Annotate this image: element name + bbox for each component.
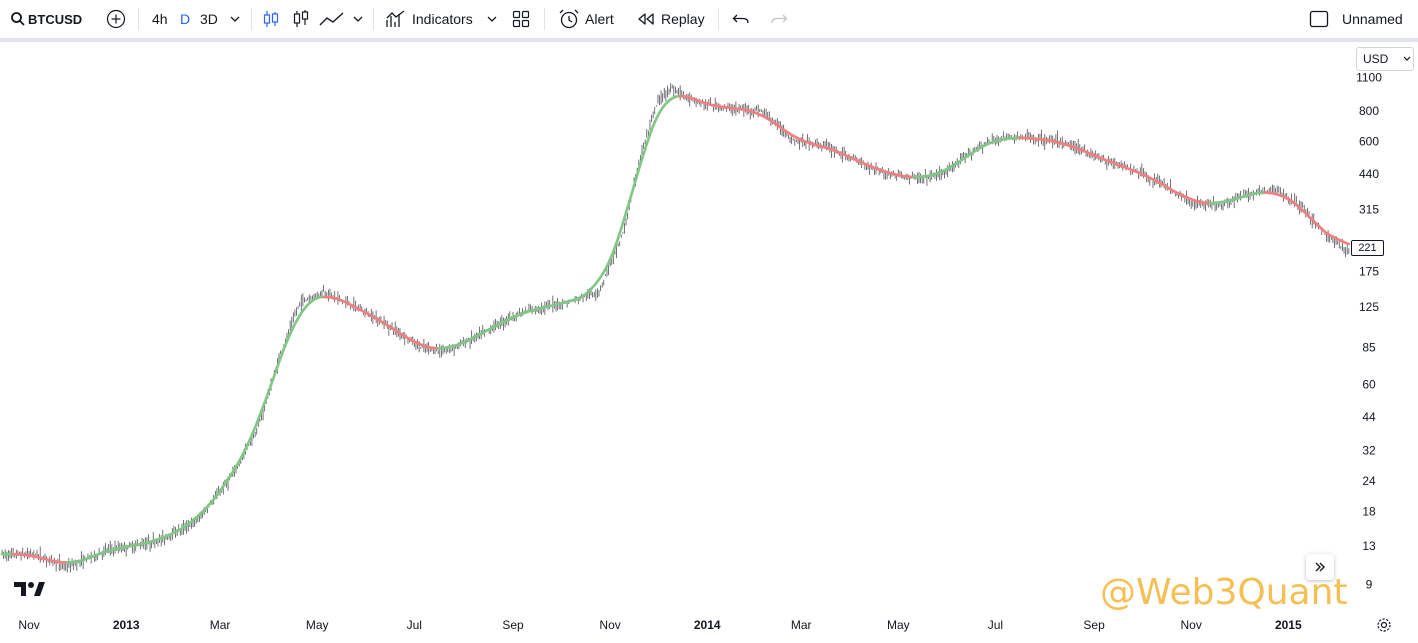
bars-style-icon xyxy=(263,11,279,27)
layout-name-label: Unnamed xyxy=(1342,11,1403,27)
indicators-icon xyxy=(386,10,405,27)
alert-label: Alert xyxy=(585,11,614,27)
tradingview-logo[interactable] xyxy=(14,580,46,603)
price-axis-label: 24 xyxy=(1362,474,1376,488)
time-axis-label: Sep xyxy=(1083,618,1105,632)
indicators-label: Indicators xyxy=(412,11,473,27)
compare-symbol-button[interactable] xyxy=(106,0,126,38)
time-axis-label: May xyxy=(887,618,910,632)
grid-layout-icon xyxy=(512,10,530,28)
interval-4h-button[interactable]: 4h xyxy=(152,0,168,38)
time-axis-label: 2013 xyxy=(113,618,140,632)
price-axis-label: 18 xyxy=(1362,504,1376,518)
time-axis-label: Nov xyxy=(599,618,620,632)
line-chart-icon xyxy=(319,12,344,26)
time-axis[interactable]: Nov 2013 Mar May Jul Sep Nov 2014 Mar May Jul Sep No… xyxy=(18,618,1302,632)
time-axis-label: Sep xyxy=(502,618,524,632)
candles-icon xyxy=(293,10,309,27)
top-toolbar: BTCUSD 4h D 3D Indicators Alert Replay xyxy=(0,0,1418,38)
interval-4h-label: 4h xyxy=(152,11,168,27)
price-axis-label: 1100 xyxy=(1356,71,1382,85)
chevron-down-icon xyxy=(230,16,240,22)
tradingview-logo-icon xyxy=(14,582,45,596)
indicators-button[interactable]: Indicators xyxy=(386,0,473,38)
chevron-down-icon xyxy=(1403,56,1411,61)
candles-style-button[interactable] xyxy=(292,0,310,38)
alarm-clock-icon xyxy=(559,9,579,29)
toolbar-divider xyxy=(544,8,545,30)
chevron-down-icon xyxy=(353,16,363,22)
alert-button[interactable]: Alert xyxy=(558,0,614,38)
gear-icon xyxy=(1377,618,1391,632)
price-axis[interactable]: 1100800600440315225175125856044322418139 xyxy=(1356,71,1382,592)
bars-style-button[interactable] xyxy=(262,0,280,38)
price-bars xyxy=(1,83,1350,573)
price-axis-label: 32 xyxy=(1362,444,1376,458)
time-axis-label: Mar xyxy=(791,618,812,632)
time-axis-label: May xyxy=(306,618,329,632)
search-icon xyxy=(11,12,25,26)
price-axis-label: 315 xyxy=(1359,202,1379,216)
replay-button[interactable]: Replay xyxy=(637,0,705,38)
layout-name-button[interactable]: Unnamed xyxy=(1342,0,1403,38)
ma-segment xyxy=(1345,242,1351,246)
toolbar-divider xyxy=(718,8,719,30)
redo-button[interactable] xyxy=(770,0,788,38)
line-style-button[interactable] xyxy=(319,0,345,38)
rewind-icon xyxy=(638,13,654,25)
symbol-label: BTCUSD xyxy=(28,11,83,27)
time-axis-label: Mar xyxy=(210,618,231,632)
price-axis-label: 60 xyxy=(1362,377,1376,391)
square-icon xyxy=(1309,10,1329,28)
indicators-dropdown[interactable] xyxy=(486,0,498,38)
symbol-search[interactable]: BTCUSD xyxy=(10,0,82,38)
price-axis-label: 600 xyxy=(1359,134,1379,148)
chart-type-dropdown[interactable] xyxy=(352,0,364,38)
watermark-text: @Web3Quant xyxy=(1100,572,1348,613)
layout-button[interactable] xyxy=(512,0,530,38)
price-axis-label: 85 xyxy=(1362,341,1376,355)
chart-pane[interactable] xyxy=(0,38,1418,643)
time-axis-label: Jul xyxy=(988,618,1003,632)
price-axis-label: 125 xyxy=(1359,300,1379,314)
interval-d-button[interactable]: D xyxy=(180,0,190,38)
interval-3d-button[interactable]: 3D xyxy=(200,0,218,38)
currency-scale-button[interactable]: USD xyxy=(1356,47,1414,71)
price-axis-label: 44 xyxy=(1362,410,1376,424)
last-price-label: 221 xyxy=(1351,240,1384,256)
toolbar-divider xyxy=(373,8,374,30)
time-axis-label: Nov xyxy=(1181,618,1202,632)
last-price-value: 221 xyxy=(1358,242,1377,254)
toolbar-divider xyxy=(251,8,252,30)
redo-icon xyxy=(771,14,788,24)
price-axis-label: 800 xyxy=(1359,104,1379,118)
price-axis-label: 9 xyxy=(1366,578,1373,592)
price-axis-label: 440 xyxy=(1359,167,1379,181)
moving-average-line xyxy=(0,94,1351,564)
double-chevron-right-icon xyxy=(1315,562,1325,572)
fullscreen-checkbox[interactable] xyxy=(1309,0,1329,38)
plus-circle-icon xyxy=(106,9,126,29)
replay-label: Replay xyxy=(661,11,705,27)
currency-label: USD xyxy=(1363,52,1389,66)
price-axis-label: 13 xyxy=(1362,539,1376,553)
time-axis-label: 2015 xyxy=(1275,618,1302,632)
time-axis-label: 2014 xyxy=(694,618,721,632)
chevron-down-icon xyxy=(487,16,497,22)
toolbar-divider xyxy=(138,8,139,30)
interval-dropdown[interactable] xyxy=(229,0,241,38)
scroll-to-realtime-button[interactable] xyxy=(1306,554,1334,580)
undo-button[interactable] xyxy=(732,0,750,38)
price-axis-label: 175 xyxy=(1359,265,1379,279)
time-axis-label: Jul xyxy=(407,618,422,632)
interval-3d-label: 3D xyxy=(200,11,218,27)
undo-icon xyxy=(732,14,749,24)
interval-d-label: D xyxy=(180,11,191,27)
chart-settings-button[interactable] xyxy=(1376,617,1392,638)
time-axis-label: Nov xyxy=(18,618,39,632)
